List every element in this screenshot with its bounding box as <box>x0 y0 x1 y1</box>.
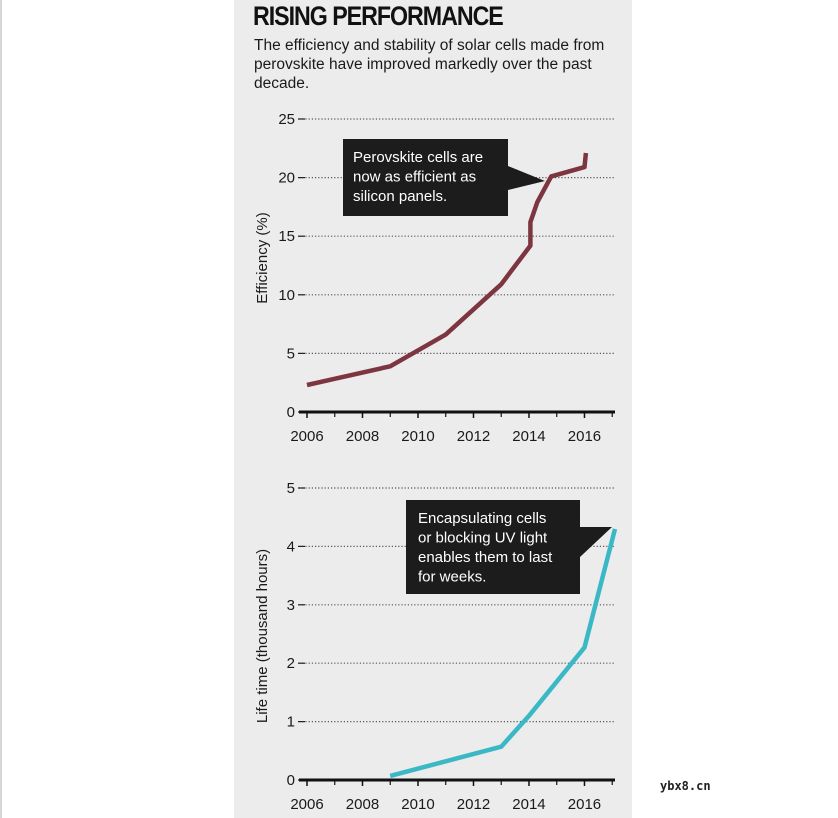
annotation-box <box>406 500 580 594</box>
x-tick-label: 2014 <box>512 428 545 445</box>
chart-subtitle: The efficiency and stability of solar ce… <box>254 37 605 92</box>
chart-title: RISING PERFORMANCE <box>253 1 504 31</box>
y-tick-label: 1 <box>287 714 295 731</box>
y-tick-label: 20 <box>278 170 295 187</box>
y-tick-label: 5 <box>287 345 295 362</box>
y-tick-label: 10 <box>278 287 295 304</box>
annotation-text-line: silicon panels. <box>353 188 447 205</box>
page-edge <box>0 0 2 818</box>
annotation-pointer <box>508 166 545 190</box>
y-axis-title: Life time (thousand hours) <box>254 549 271 723</box>
x-tick-label: 2012 <box>457 796 490 813</box>
annotation-text-line: enables them to last <box>418 549 553 566</box>
annotation-text-line: now as efficient as <box>353 169 476 186</box>
x-tick-label: 2012 <box>457 428 490 445</box>
annotation-text-line: Perovskite cells are <box>353 149 483 166</box>
annotation-pointer <box>580 527 612 557</box>
y-tick-label: 5 <box>287 480 295 497</box>
y-tick-label: 3 <box>287 597 295 614</box>
y-tick-label: 0 <box>287 772 295 789</box>
lifetime-chart: 0 1 2 3 4 5 2006 2008 2010 2012 2014 2016 Life time … <box>254 480 618 813</box>
y-tick-label: 4 <box>287 538 295 555</box>
y-axis-title: Efficiency (%) <box>254 212 271 303</box>
x-tick-label: 2006 <box>290 428 323 445</box>
annotation-box <box>343 139 508 216</box>
graphic-panel <box>234 0 632 818</box>
y-tick-label: 2 <box>287 655 295 672</box>
x-tick-label: 2016 <box>568 796 601 813</box>
series-line <box>389 528 618 779</box>
annotation-text-line: Encapsulating cells <box>418 510 546 527</box>
x-tick-label: 2008 <box>346 428 379 445</box>
y-tick-label: 0 <box>287 404 295 421</box>
x-tick-label: 2010 <box>401 796 434 813</box>
annotation-text-line: for weeks. <box>418 569 486 586</box>
x-tick-label: 2014 <box>512 796 545 813</box>
x-tick-label: 2006 <box>290 796 323 813</box>
y-tick-label: 15 <box>278 228 295 245</box>
x-tick-label: 2010 <box>401 428 434 445</box>
series-line <box>306 152 589 388</box>
x-tick-label: 2008 <box>346 796 379 813</box>
watermark: ybx8.cn <box>660 779 711 793</box>
x-tick-label: 2016 <box>568 428 601 445</box>
y-tick-label: 25 <box>278 111 295 128</box>
annotation-text-line: or blocking UV light <box>418 530 548 547</box>
efficiency-chart: 0 5 10 15 20 25 2006 2008 2010 2012 2014 2016 Effici… <box>254 111 615 445</box>
